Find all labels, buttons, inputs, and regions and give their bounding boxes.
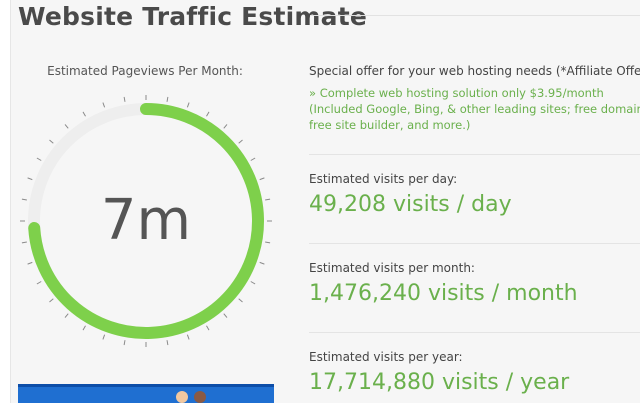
pageviews-gauge [18, 93, 274, 349]
gauge-tick [102, 102, 106, 108]
gauge-tick [21, 198, 27, 201]
gauge-ring [20, 95, 272, 347]
offer-heading: Special offer for your web hosting needs… [309, 64, 640, 78]
stat-value: 17,714,880 visits / year [309, 370, 570, 395]
gauge-tick [186, 334, 190, 340]
gauge-tick [166, 96, 169, 102]
offer-section: Special offer for your web hosting needs… [309, 58, 640, 133]
divider [309, 332, 640, 333]
hosting-ad-banner[interactable] [18, 384, 274, 403]
gauge-tick [206, 111, 210, 117]
gauge-tick [36, 281, 42, 285]
gauge-tick [166, 340, 169, 346]
gauge-tick [123, 340, 126, 346]
gauge-tick [64, 313, 69, 318]
gauge-tick [206, 325, 210, 331]
stat-label: Estimated visits per month: [309, 261, 475, 275]
gauge-tick [123, 96, 126, 102]
gauge-tick [186, 102, 190, 108]
banner-person-image [176, 391, 188, 403]
stat-value: 1,476,240 visits / month [309, 281, 578, 306]
visits-per-month: Estimated visits per month: 1,476,240 vi… [309, 261, 640, 306]
gauge-tick [21, 241, 27, 244]
stat-value: 49,208 visits / day [309, 192, 512, 217]
gauge-tick [27, 261, 33, 265]
gauge-tick [238, 139, 243, 144]
banner-top-strip [18, 384, 274, 387]
section-title: Website Traffic Estimate [18, 2, 368, 31]
visits-per-year: Estimated visits per year: 17,714,880 vi… [309, 350, 640, 395]
divider [309, 243, 640, 244]
divider [309, 154, 640, 155]
title-divider [310, 15, 640, 16]
gauge-tick [36, 157, 42, 161]
gauge-tick [259, 177, 265, 181]
gauge-tick [265, 241, 271, 244]
gauge-progress-arc [28, 103, 264, 339]
gauge-tick [223, 313, 228, 318]
gauge-tick [49, 298, 54, 303]
gauge-tick [259, 261, 265, 265]
gauge-tick [82, 111, 86, 117]
gauge-tick [250, 157, 256, 161]
gauge-tick [27, 177, 33, 181]
gauge-tick [265, 198, 271, 201]
gauge-value: 7m [100, 188, 192, 253]
visits-per-day: Estimated visits per day: 49,208 visits … [309, 172, 640, 217]
gauge-tick [250, 281, 256, 285]
gauge-tick [64, 124, 69, 129]
offer-link[interactable]: » Complete web hosting solution only $3.… [309, 86, 640, 132]
gauge-label: Estimated Pageviews Per Month: [47, 64, 243, 78]
gauge-tick [82, 325, 86, 331]
left-edge-rail [0, 0, 11, 403]
stat-label: Estimated visits per day: [309, 172, 458, 186]
gauge-tick [238, 298, 243, 303]
stat-label: Estimated visits per year: [309, 350, 463, 364]
banner-person-image [194, 391, 206, 403]
gauge-tick [223, 124, 228, 129]
gauge-tick [49, 139, 54, 144]
gauge-tick [102, 334, 106, 340]
